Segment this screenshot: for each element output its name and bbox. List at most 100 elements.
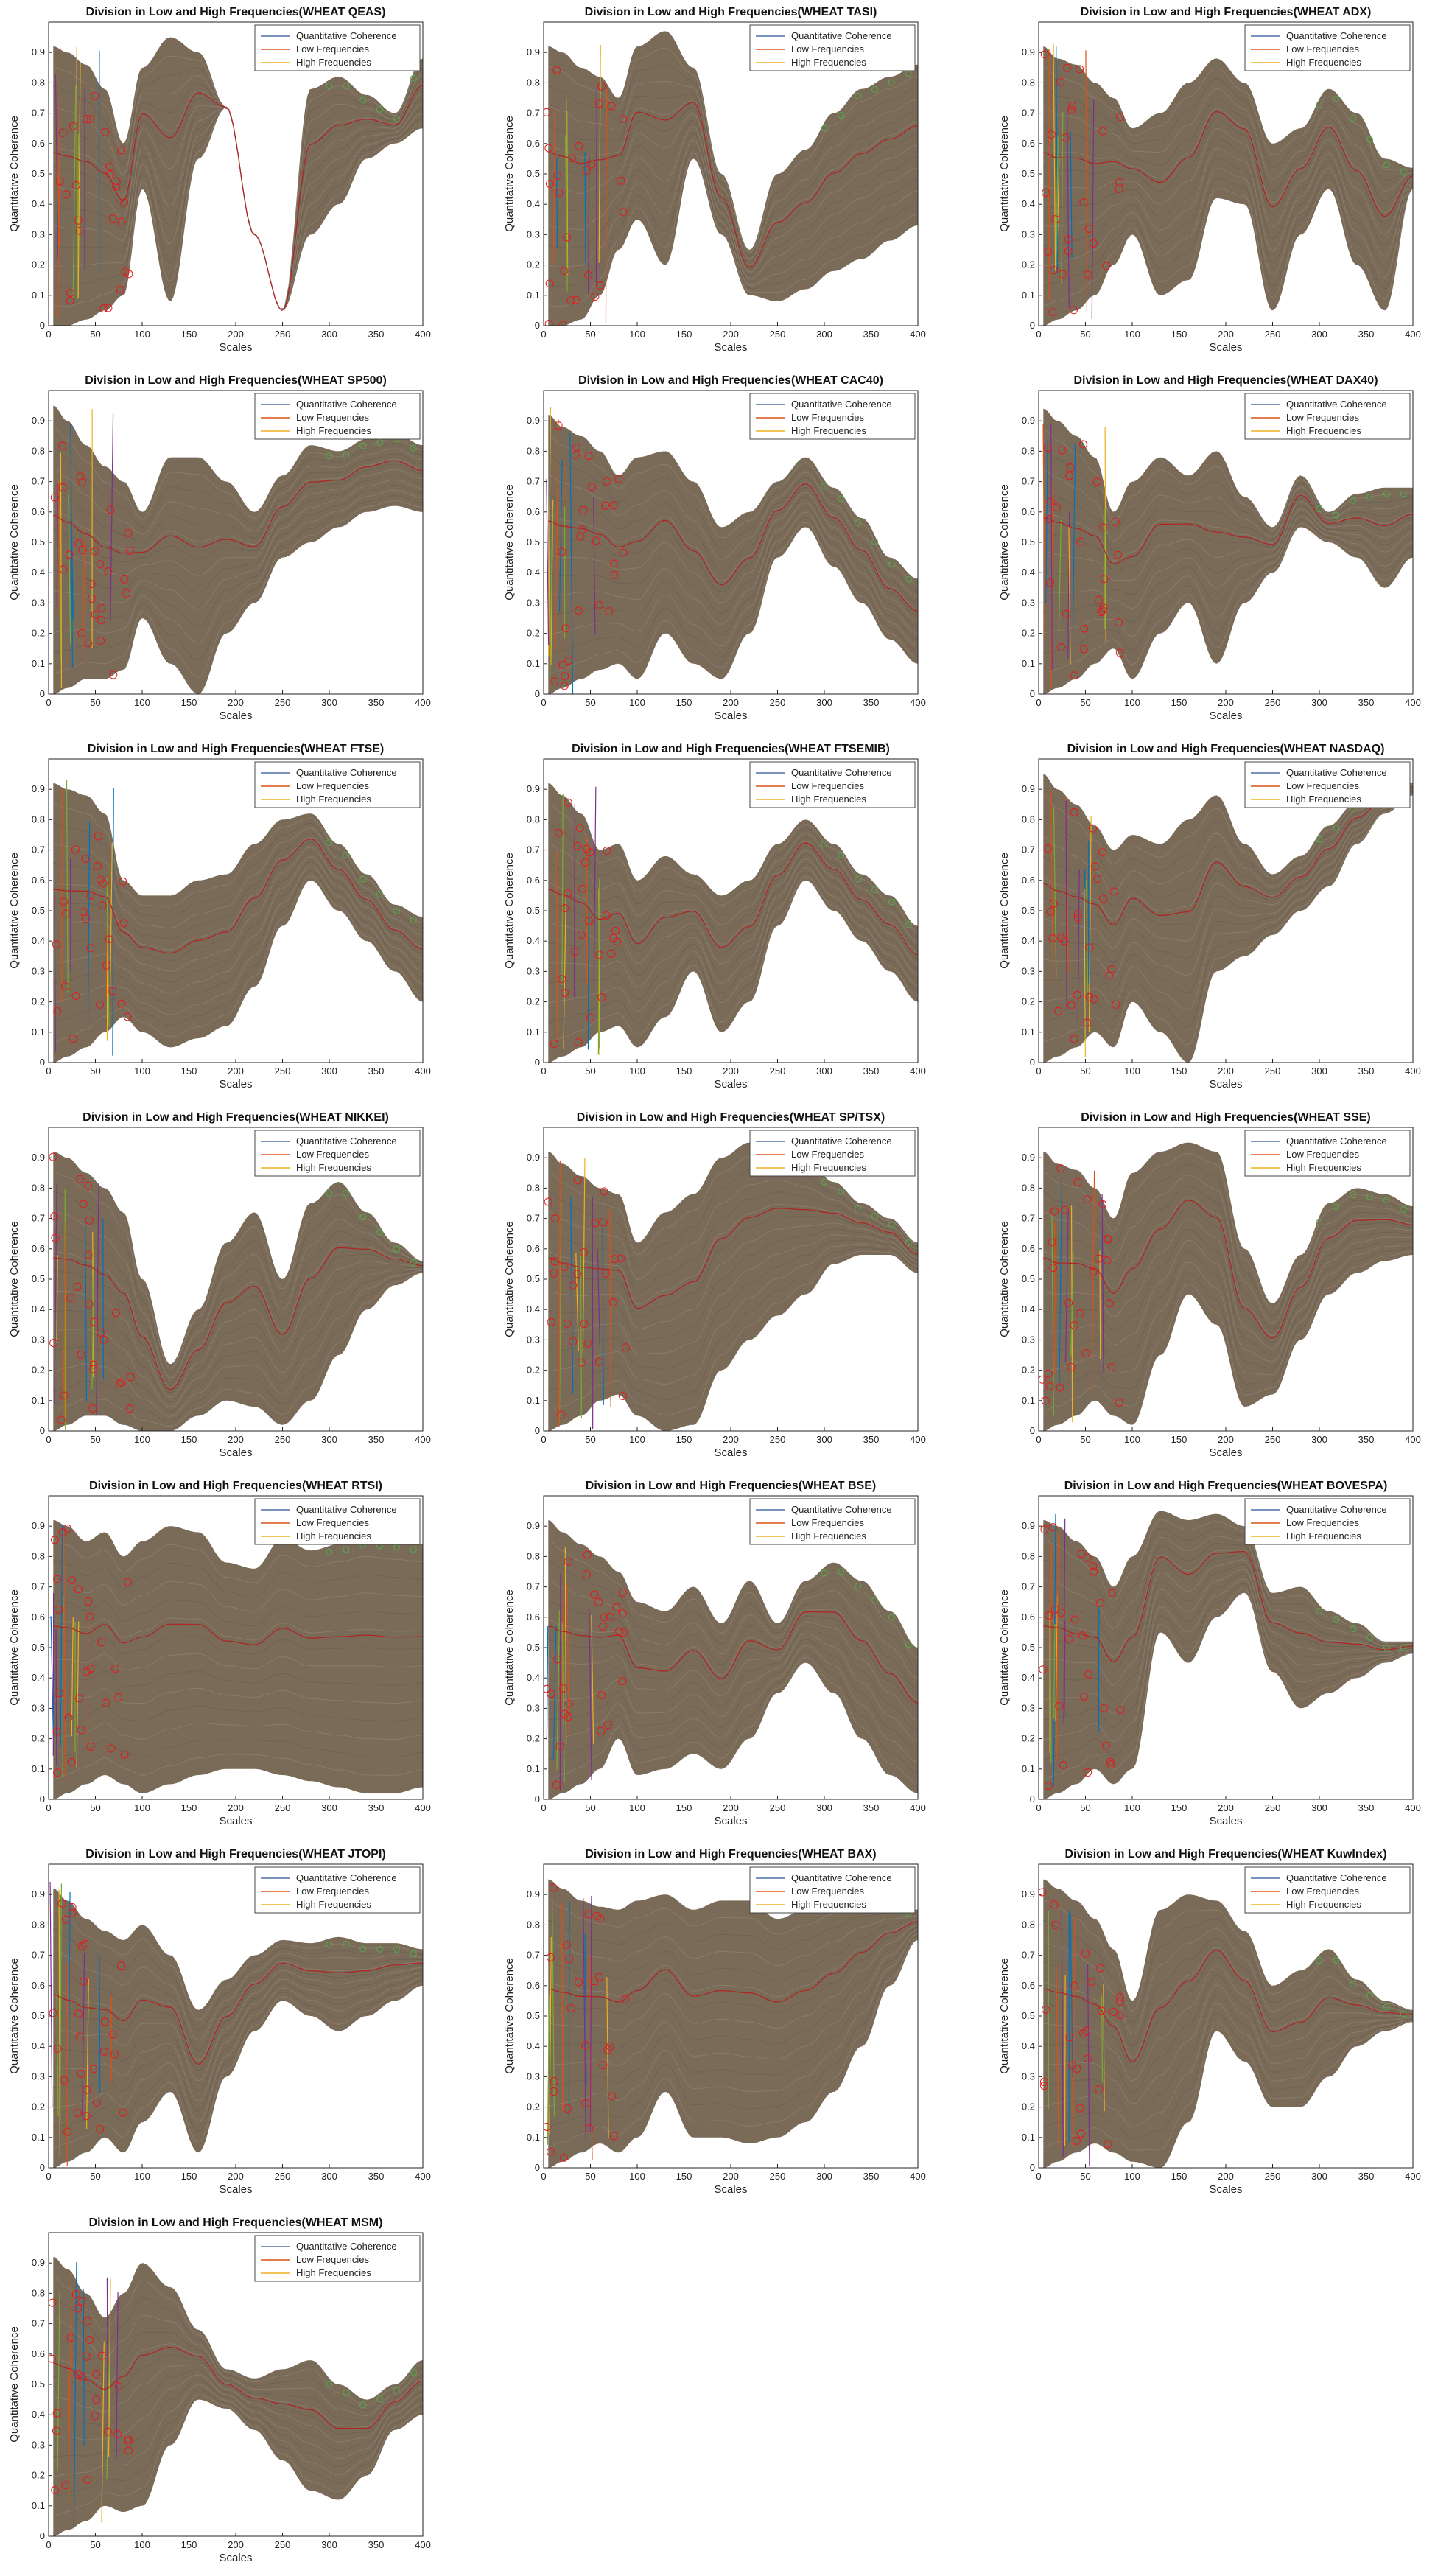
y-tick-label: 0.3 [1022,1334,1035,1345]
high-frequency-marker [585,917,594,925]
chart-svg: Division in Low and High Frequencies(WHE… [998,1848,1421,2196]
y-tick-label: 0.9 [527,783,540,794]
high-frequency-marker [50,493,59,502]
high-frequency-marker [74,1585,83,1594]
high-frequency-marker [82,115,91,124]
band-line [53,875,423,1043]
band-line [53,458,423,550]
legend-label: High Frequencies [791,425,866,436]
high-frequency-marker [1098,848,1107,857]
x-tick-label: 200 [723,697,739,708]
x-tick-label: 50 [90,329,100,340]
plot-area [49,2257,423,2536]
high-frequency-marker [1078,1631,1087,1640]
high-frequency-marker [1093,875,1102,883]
band-line [548,482,918,610]
chart-title: Division in Low and High Frequencies(WHE… [89,1480,382,1492]
y-tick-label: 0.2 [1022,259,1035,270]
band-line [1043,1244,1413,1376]
low-frequency-marker [326,452,333,460]
high-frequency-marker [1058,270,1067,279]
high-frequency-marker [86,1742,95,1751]
x-tick-label: 100 [629,1802,645,1813]
band-line [1043,1975,1413,2093]
high-frequency-marker [83,2475,92,2484]
high-frequency-marker [547,1317,555,1326]
high-frequency-marker [609,559,618,568]
legend-label: Quantitative Coherence [296,399,397,410]
plot-area [544,1520,918,1799]
band-line [548,1247,918,1401]
high-frequency-marker [1051,215,1060,224]
x-tick-label: 50 [585,1434,595,1445]
low-frequency-marker [1400,1644,1407,1651]
legend-label: Low Frequencies [791,43,864,55]
low-frequency-marker [1333,511,1340,519]
y-tick-label: 0.7 [1022,1213,1035,1224]
band-line [1043,66,1413,170]
band-line [1043,1197,1413,1336]
low-scale-line [1050,791,1054,985]
y-axis-label: Quantitative Coherence [503,1958,516,2074]
low-frequency-marker [326,1548,333,1555]
high-frequency-marker [57,1899,66,1908]
chart-panel: Division in Low and High Frequencies(WHE… [993,741,1435,1095]
high-frequency-marker [84,1250,93,1259]
x-tick-label: 150 [181,329,197,340]
high-frequency-marker [123,1012,132,1021]
y-tick-label: 0.4 [527,1303,540,1315]
y-tick-label: 0.7 [32,2318,45,2329]
band-line [1043,1247,1413,1392]
high-frequency-marker [99,2047,108,2056]
high-frequency-marker [563,233,572,242]
high-frequency-marker [1067,1362,1076,1371]
high-frequency-marker [1105,971,1114,980]
high-frequency-marker [575,824,584,833]
y-tick-label: 0.8 [527,77,540,88]
x-tick-label: 400 [415,1802,431,1813]
chart-svg: Division in Low and High Frequencies(WHE… [998,6,1421,354]
high-frequency-marker [87,580,96,589]
y-axis-label: Quantitative Coherence [503,116,516,232]
high-frequency-marker [578,505,587,514]
low-scale-line [1056,1964,1059,2149]
high-frequency-marker [561,1709,569,1718]
low-scale-line [57,47,61,318]
low-scale-line [1063,1518,1066,1724]
band-line [1043,108,1413,214]
low-scale-line [556,157,558,248]
high-frequency-marker [107,1744,116,1753]
y-tick-label: 0.6 [32,138,45,149]
high-frequency-marker [569,1337,578,1346]
legend-label: Low Frequencies [296,1886,369,1897]
low-frequency-marker [888,79,895,86]
x-tick-label: 100 [1124,1434,1140,1445]
y-tick-label: 0.8 [1022,1919,1035,1930]
high-frequency-marker [91,2412,99,2421]
low-frequency-marker [1383,2003,1390,2011]
band-line [53,851,423,983]
low-frequency-marker [1350,1981,1357,1988]
low-frequency-marker [1383,161,1390,169]
low-frequency-marker [1400,2010,1407,2017]
high-frequency-marker [565,1699,574,1708]
high-frequency-marker [62,190,71,199]
high-frequency-marker [600,1187,608,1196]
high-frequency-marker [1056,1164,1065,1173]
low-scale-line [569,433,574,694]
high-frequency-marker [550,677,559,686]
high-frequency-marker [1103,1256,1112,1264]
x-tick-label: 350 [1358,2171,1375,2182]
high-frequency-marker [86,944,95,953]
low-scale-line [553,109,555,264]
low-scale-line [57,479,60,615]
y-tick-label: 0.9 [32,783,45,794]
high-frequency-marker [71,845,80,854]
band-line [548,491,918,622]
low-frequency-marker [888,898,895,906]
low-scale-line [68,1891,71,2090]
y-tick-label: 0.7 [527,476,540,487]
high-frequency-marker [74,2304,83,2313]
x-tick-label: 100 [1124,1802,1140,1813]
y-tick-label: 0.7 [32,1581,45,1592]
